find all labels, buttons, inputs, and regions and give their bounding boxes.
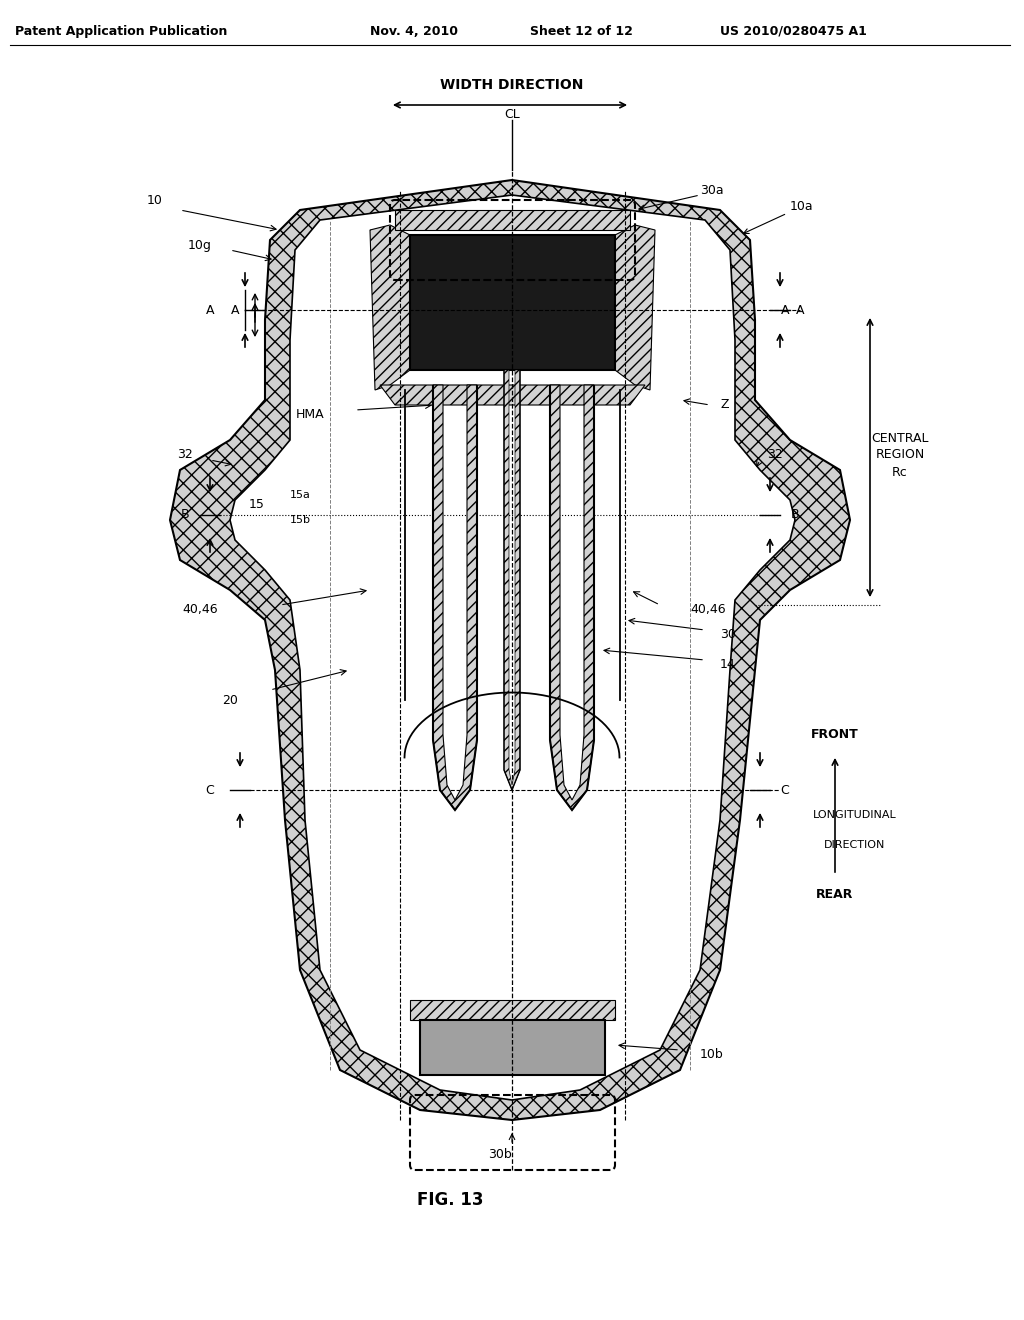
Polygon shape	[395, 210, 630, 230]
Polygon shape	[170, 180, 850, 1119]
Text: B: B	[791, 508, 800, 521]
Text: Patent Application Publication: Patent Application Publication	[15, 25, 227, 38]
Polygon shape	[410, 1001, 615, 1020]
Text: Sheet 12 of 12: Sheet 12 of 12	[530, 25, 633, 38]
Text: 32: 32	[767, 449, 783, 462]
Text: Nov. 4, 2010: Nov. 4, 2010	[370, 25, 458, 38]
Text: A: A	[780, 304, 790, 317]
Text: 10a: 10a	[743, 201, 814, 234]
Text: 10g: 10g	[188, 239, 212, 252]
Text: C: C	[780, 784, 790, 796]
Text: LONGITUDINAL: LONGITUDINAL	[813, 810, 897, 820]
Polygon shape	[504, 370, 520, 789]
Polygon shape	[230, 195, 795, 1100]
Text: 30a: 30a	[700, 183, 724, 197]
Polygon shape	[615, 224, 655, 389]
Text: C: C	[206, 784, 214, 796]
Polygon shape	[370, 224, 410, 389]
Bar	[410, 235, 615, 370]
Text: WIDTH DIRECTION: WIDTH DIRECTION	[440, 78, 584, 92]
Text: HMA: HMA	[296, 408, 325, 421]
Text: 40,46: 40,46	[690, 603, 726, 616]
Bar	[420, 1020, 605, 1074]
Text: 15b: 15b	[290, 515, 311, 525]
Text: CL: CL	[504, 108, 520, 121]
Text: US 2010/0280475 A1: US 2010/0280475 A1	[720, 25, 867, 38]
Text: REAR: REAR	[816, 888, 854, 902]
Text: 20: 20	[222, 693, 238, 706]
Text: FIG. 13: FIG. 13	[417, 1191, 483, 1209]
Polygon shape	[433, 385, 477, 810]
Text: CENTRAL
REGION
Rc: CENTRAL REGION Rc	[871, 432, 929, 479]
Text: 15a: 15a	[290, 490, 311, 500]
Text: 10b: 10b	[700, 1048, 724, 1061]
Text: FRONT: FRONT	[811, 729, 859, 742]
Text: 10: 10	[147, 194, 163, 206]
Text: 14: 14	[720, 659, 736, 672]
Text: 40,46: 40,46	[182, 603, 218, 616]
Text: A: A	[230, 304, 240, 317]
Text: B: B	[180, 508, 189, 521]
Text: 30b: 30b	[488, 1148, 512, 1162]
Text: A: A	[796, 304, 804, 317]
Polygon shape	[550, 385, 594, 810]
Text: 30: 30	[720, 628, 736, 642]
Text: DIRECTION: DIRECTION	[824, 840, 886, 850]
Text: A: A	[206, 304, 214, 317]
Text: 32: 32	[177, 449, 193, 462]
Polygon shape	[380, 385, 645, 405]
Text: Z: Z	[721, 399, 729, 412]
Text: 15: 15	[249, 499, 265, 511]
